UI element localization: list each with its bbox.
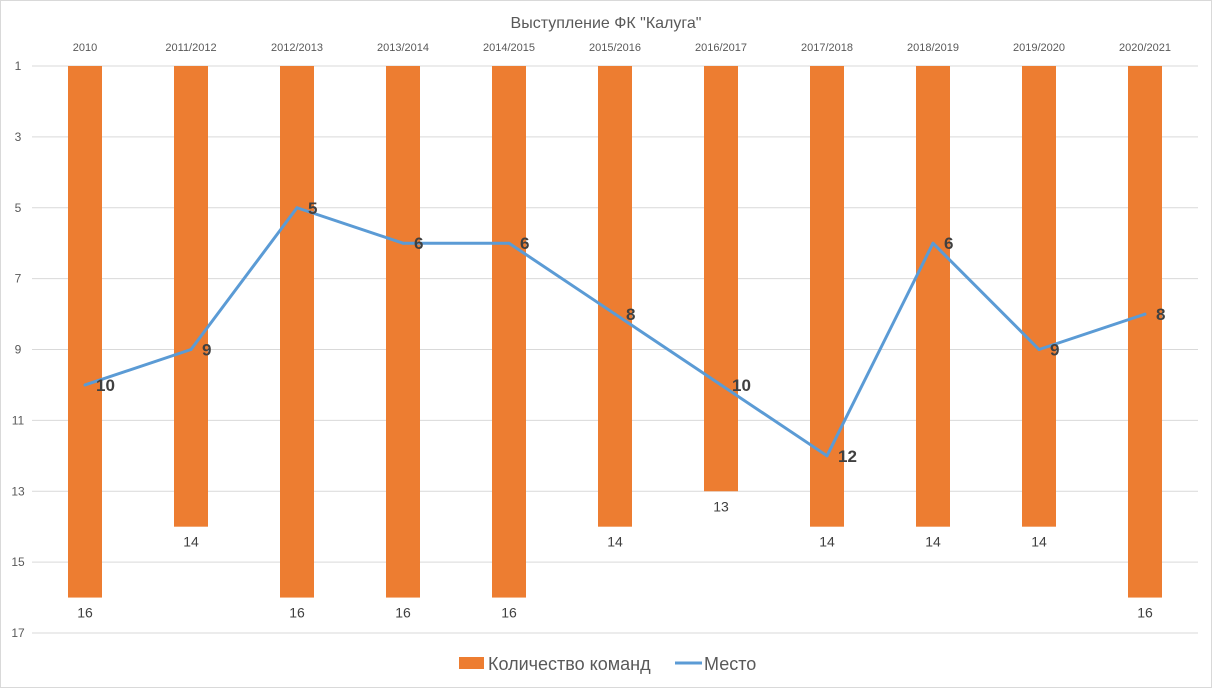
chart-title: Выступление ФК "Калуга"	[511, 15, 702, 32]
line-data-label: 6	[414, 234, 423, 253]
bar-data-label: 14	[925, 534, 941, 550]
y-tick-label: 5	[15, 201, 22, 215]
x-tick-label: 2016/2017	[695, 42, 747, 54]
bar-data-label: 13	[713, 498, 729, 514]
y-tick-label: 15	[11, 555, 25, 569]
bar-data-label: 16	[77, 605, 93, 621]
x-tick-label: 2020/2021	[1119, 42, 1171, 54]
y-tick-label: 9	[15, 343, 22, 357]
bar-data-label: 16	[1137, 605, 1153, 621]
line-point	[1037, 348, 1041, 351]
line-point	[825, 454, 829, 458]
line-data-label: 5	[308, 199, 317, 218]
legend-label-line: Место	[704, 654, 756, 674]
y-tick-label: 11	[12, 413, 25, 427]
y-tick-label: 17	[11, 626, 25, 640]
bar-data-label: 14	[607, 534, 623, 550]
line-data-label: 8	[1156, 305, 1165, 324]
bar	[280, 66, 314, 598]
x-tick-label: 2014/2015	[483, 42, 535, 54]
x-tick-label: 2011/2012	[165, 42, 216, 54]
bar	[492, 66, 526, 598]
x-tick-label: 2019/2020	[1013, 42, 1065, 54]
line-data-label: 12	[838, 447, 857, 466]
y-tick-label: 7	[15, 272, 22, 286]
line-data-label: 6	[944, 234, 953, 253]
bar-data-label: 14	[819, 534, 835, 550]
bar	[598, 66, 632, 527]
legend-label-bar: Количество команд	[488, 654, 651, 674]
line-point	[295, 206, 299, 210]
x-tick-label: 2015/2016	[589, 42, 641, 54]
y-tick-label: 1	[15, 59, 22, 73]
line-data-label: 9	[1050, 341, 1059, 360]
y-tick-label: 3	[15, 130, 22, 144]
bar	[68, 66, 102, 598]
line-point	[401, 241, 405, 245]
bar-data-label: 14	[183, 534, 199, 550]
line-data-label: 10	[96, 376, 115, 395]
bar	[916, 66, 950, 527]
line-point	[83, 383, 87, 387]
x-tick-label: 2010	[73, 42, 97, 54]
line-point	[931, 241, 935, 245]
bar	[704, 66, 738, 492]
x-tick-label: 2012/2013	[271, 42, 323, 54]
bar-data-label: 16	[395, 605, 411, 621]
bar-data-label: 14	[1031, 534, 1047, 550]
line-point	[189, 348, 193, 351]
x-tick-label: 2018/2019	[907, 42, 959, 54]
bar	[1022, 66, 1056, 527]
bar-data-label: 16	[289, 605, 305, 621]
legend-swatch-bar	[459, 657, 484, 669]
line-data-label: 10	[732, 376, 751, 395]
line-data-label: 6	[520, 234, 529, 253]
line-data-label: 8	[626, 305, 635, 324]
bar	[1128, 66, 1162, 598]
line-data-label: 9	[202, 341, 211, 360]
x-tick-label: 2017/2018	[801, 42, 853, 54]
bar-data-label: 16	[501, 605, 517, 621]
line-point	[719, 383, 723, 387]
bar	[386, 66, 420, 598]
x-tick-label: 2013/2014	[377, 42, 429, 54]
y-tick-label: 13	[11, 484, 25, 498]
line-point	[1143, 312, 1147, 316]
line-point	[507, 241, 511, 245]
line-point	[613, 312, 617, 316]
bar	[174, 66, 208, 527]
